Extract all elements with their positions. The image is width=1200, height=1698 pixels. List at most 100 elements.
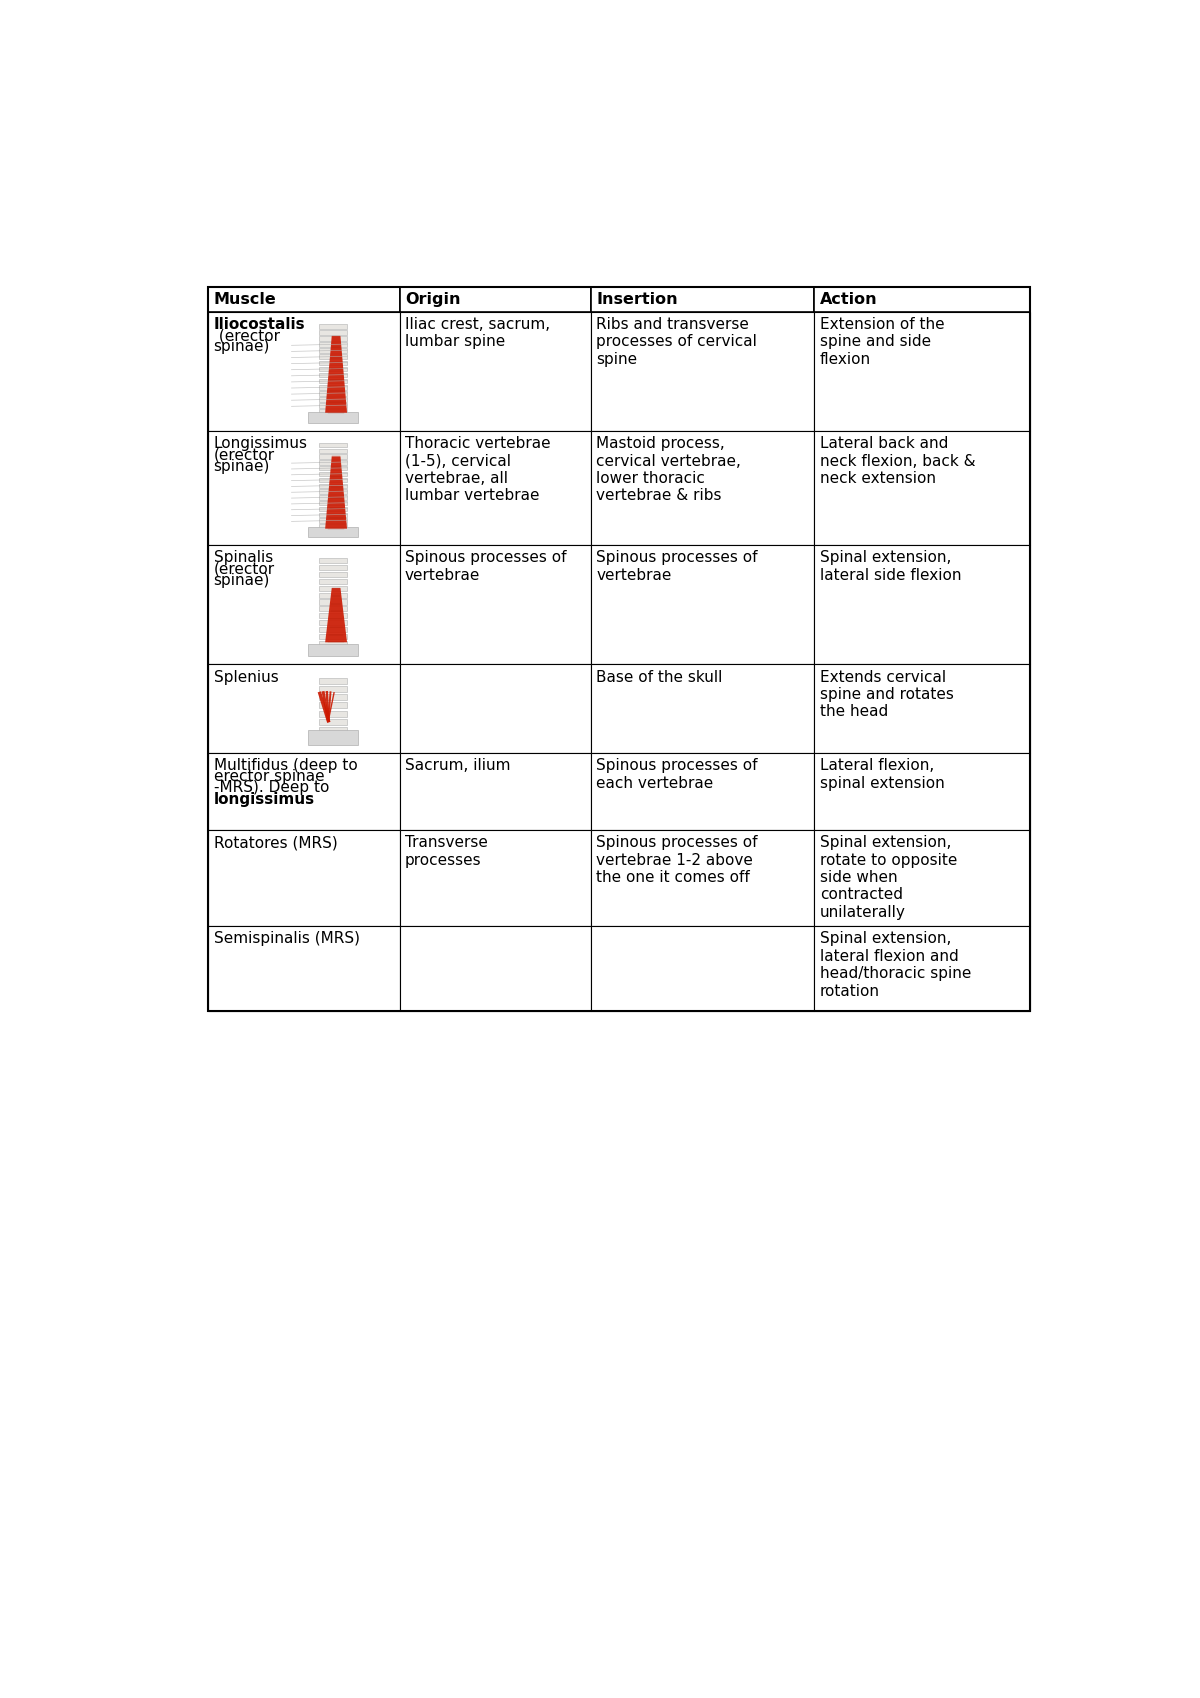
Text: Origin: Origin [404, 292, 461, 307]
Text: Muscle: Muscle [214, 292, 276, 307]
Bar [319, 718, 347, 725]
Bar [319, 472, 347, 475]
Bar [400, 752, 590, 830]
Bar [319, 727, 347, 734]
Bar [319, 627, 347, 632]
Text: Spinous processes of
each vertebrae: Spinous processes of each vertebrae [596, 759, 758, 791]
Text: Spinal extension,
lateral flexion and
head/thoracic spine
rotation: Spinal extension, lateral flexion and he… [820, 932, 971, 998]
Polygon shape [325, 336, 347, 413]
Bar [400, 925, 590, 1010]
Bar [308, 730, 358, 745]
Polygon shape [325, 457, 347, 528]
Text: Lateral back and
neck flexion, back &
neck extension: Lateral back and neck flexion, back & ne… [820, 436, 976, 486]
Text: spinae): spinae) [214, 458, 270, 474]
Bar [319, 686, 347, 693]
Bar [815, 311, 1030, 431]
Bar [815, 664, 1030, 752]
Text: Spinous processes of
vertebrae: Spinous processes of vertebrae [596, 550, 758, 582]
Bar [319, 385, 347, 389]
Bar [208, 431, 400, 545]
Text: Transverse
processes: Transverse processes [404, 835, 488, 868]
Bar [319, 518, 347, 523]
Bar [590, 545, 815, 664]
Bar [319, 620, 347, 625]
Bar [319, 572, 347, 577]
Bar [319, 416, 347, 419]
Bar [319, 367, 347, 372]
Bar [319, 694, 347, 700]
Bar [208, 752, 400, 830]
Bar [208, 664, 400, 752]
Text: Rotatores (MRS): Rotatores (MRS) [214, 835, 337, 851]
Bar [308, 413, 358, 423]
Bar [319, 678, 347, 684]
Bar [319, 343, 347, 346]
Bar [590, 431, 815, 545]
Bar [319, 360, 347, 365]
Bar [319, 735, 347, 740]
Text: Spinous processes of
vertebrae 1-2 above
the one it comes off: Spinous processes of vertebrae 1-2 above… [596, 835, 758, 885]
Bar [319, 448, 347, 453]
Text: erector spinae: erector spinae [214, 769, 324, 784]
Bar [319, 525, 347, 528]
Bar [319, 397, 347, 402]
Text: Semispinalis (MRS): Semispinalis (MRS) [214, 932, 360, 946]
Bar [319, 501, 347, 506]
Bar [208, 287, 1030, 1010]
Text: Extends cervical
spine and rotates
the head: Extends cervical spine and rotates the h… [820, 669, 954, 720]
Bar [319, 355, 347, 358]
Bar [815, 925, 1030, 1010]
Bar [319, 329, 347, 335]
Bar [319, 586, 347, 591]
Bar [319, 513, 347, 516]
Bar [815, 545, 1030, 664]
Bar [319, 599, 347, 604]
Bar [319, 460, 347, 465]
Bar [319, 465, 347, 470]
Text: Iliocostalis: Iliocostalis [214, 318, 305, 331]
Bar [590, 287, 815, 311]
Bar [208, 311, 400, 431]
Text: longissimus: longissimus [214, 791, 314, 807]
Text: Spinalis: Spinalis [214, 550, 272, 565]
Text: Longissimus: Longissimus [214, 436, 307, 452]
Bar [319, 324, 347, 328]
Bar [319, 402, 347, 408]
Text: -MRS). Deep to: -MRS). Deep to [214, 781, 329, 795]
Bar [319, 379, 347, 384]
Text: Ribs and transverse
processes of cervical
spine: Ribs and transverse processes of cervica… [596, 318, 757, 367]
Bar [319, 489, 347, 494]
Text: Spinal extension,
lateral side flexion: Spinal extension, lateral side flexion [820, 550, 961, 582]
Bar [308, 526, 358, 537]
Bar [319, 606, 347, 611]
Bar [319, 484, 347, 487]
Bar [319, 506, 347, 511]
Bar [319, 559, 347, 564]
Bar [400, 545, 590, 664]
Bar [319, 640, 347, 645]
Bar [319, 391, 347, 396]
Text: Splenius: Splenius [214, 669, 278, 684]
Bar [590, 311, 815, 431]
Bar [319, 477, 347, 482]
Text: spinae): spinae) [214, 572, 270, 588]
Bar [590, 925, 815, 1010]
Bar [319, 613, 347, 618]
Bar [319, 348, 347, 353]
Bar [208, 545, 400, 664]
Text: (erector: (erector [214, 448, 275, 462]
Text: Spinous processes of
vertebrae: Spinous processes of vertebrae [404, 550, 566, 582]
Bar [319, 710, 347, 717]
Text: Thoracic vertebrae
(1-5), cervical
vertebrae, all
lumbar vertebrae: Thoracic vertebrae (1-5), cervical verte… [404, 436, 551, 504]
Bar [590, 752, 815, 830]
Bar [208, 287, 400, 311]
Text: Mastoid process,
cervical vertebrae,
lower thoracic
vertebrae & ribs: Mastoid process, cervical vertebrae, low… [596, 436, 742, 504]
Text: Spinal extension,
rotate to opposite
side when
contracted
unilaterally: Spinal extension, rotate to opposite sid… [820, 835, 958, 920]
Bar [319, 455, 347, 458]
Bar [319, 336, 347, 341]
Bar [319, 496, 347, 499]
Bar [590, 830, 815, 925]
Bar [308, 644, 358, 655]
Text: Iliac crest, sacrum,
lumbar spine: Iliac crest, sacrum, lumbar spine [404, 318, 550, 350]
Text: Insertion: Insertion [596, 292, 678, 307]
